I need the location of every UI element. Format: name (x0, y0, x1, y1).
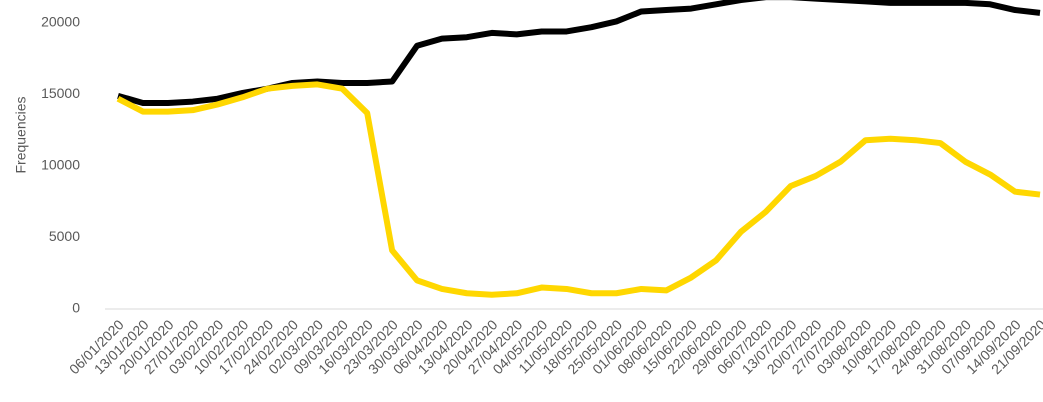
y-tick-label: 0 (72, 300, 80, 316)
series-line (117, 0, 1041, 106)
series-line (116, 81, 1041, 298)
y-tick-label: 20000 (41, 14, 80, 30)
y-tick-label: 10000 (41, 157, 80, 173)
y-tick-label: 5000 (49, 228, 80, 244)
y-axis-label: Frequencies (13, 96, 29, 173)
y-tick-label: 15000 (41, 85, 80, 101)
